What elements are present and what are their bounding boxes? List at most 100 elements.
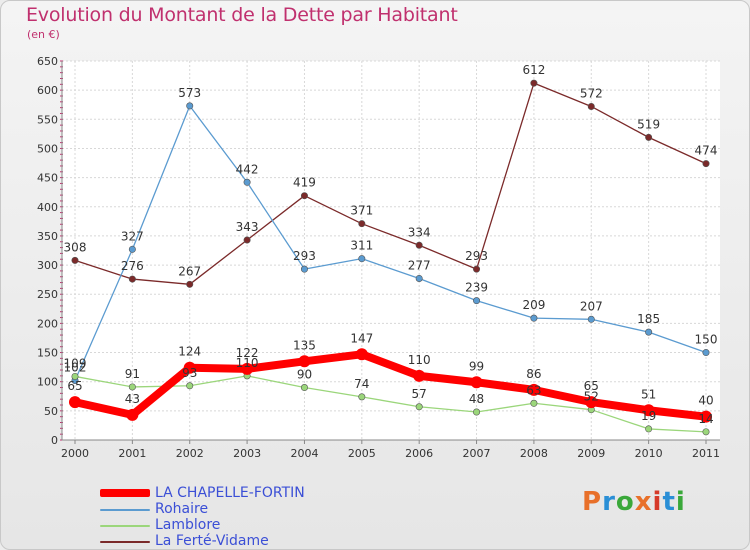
data-point: [530, 399, 538, 407]
data-point: [186, 102, 194, 110]
data-point: [642, 404, 655, 417]
data-label: 65: [67, 379, 82, 393]
y-tick-label: 200: [37, 317, 58, 330]
data-label: 86: [526, 367, 541, 381]
data-point: [530, 79, 538, 87]
data-point: [645, 328, 653, 336]
data-label: 293: [293, 249, 316, 263]
data-point: [530, 314, 538, 322]
data-point: [243, 236, 251, 244]
data-label: 65: [584, 379, 599, 393]
data-point: [355, 348, 368, 361]
x-tick-label: 2004: [290, 447, 318, 460]
data-label: 51: [641, 387, 656, 401]
x-tick-label: 2007: [463, 447, 491, 460]
y-tick-label: 100: [37, 376, 58, 389]
y-tick-label: 500: [37, 142, 58, 155]
y-tick-label: 550: [37, 113, 58, 126]
data-point: [300, 265, 308, 273]
data-point: [243, 178, 251, 186]
y-tick-label: 50: [44, 405, 58, 418]
data-point: [527, 383, 540, 396]
logo-letter: o: [615, 487, 635, 517]
y-tick-label: 150: [37, 347, 58, 360]
data-label: 109: [64, 356, 87, 370]
data-label: 276: [121, 259, 144, 273]
data-label: 308: [64, 240, 87, 254]
data-labels: 308 276 267 343 419 371 334 293 612 572 519 474 102 3…: [64, 63, 718, 426]
data-point: [186, 382, 194, 390]
data-point: [473, 265, 481, 273]
x-tick-label: 2011: [692, 447, 720, 460]
data-label: 327: [121, 229, 144, 243]
data-point: [700, 410, 712, 423]
legend-label: La Ferté-Vidame: [155, 533, 269, 549]
data-point: [71, 256, 79, 264]
data-point: [645, 425, 653, 433]
data-label: 185: [637, 312, 660, 326]
legend-swatch: [100, 509, 150, 511]
logo-letter: i: [652, 487, 663, 517]
legend-swatch: [100, 489, 150, 497]
data-point: [241, 362, 254, 375]
data-label: 122: [236, 346, 259, 360]
data-label: 207: [580, 299, 603, 313]
data-point: [585, 396, 598, 409]
series-line: [74, 375, 707, 433]
data-label: 293: [465, 249, 488, 263]
x-tick-label: 2002: [176, 447, 204, 460]
data-point: [470, 376, 483, 389]
x-tick-label: 2003: [233, 447, 261, 460]
data-label: 93: [182, 366, 197, 380]
logo-letter: P: [582, 487, 603, 517]
y-tick-label: 300: [37, 259, 58, 272]
data-label: 147: [350, 331, 373, 345]
data-point: [702, 349, 710, 357]
data-point: [358, 255, 366, 263]
legend-swatch: [100, 541, 150, 543]
data-label: 442: [236, 162, 259, 176]
x-tick-label: 2008: [520, 447, 548, 460]
data-label: 150: [695, 333, 718, 347]
data-label: 267: [178, 264, 201, 278]
series-line: [74, 105, 707, 381]
x-tick-label: 2000: [61, 447, 89, 460]
data-point: [413, 369, 426, 382]
series-line: [74, 350, 707, 421]
data-label: 419: [293, 176, 316, 190]
data-label: 14: [698, 412, 713, 426]
data-point: [128, 275, 136, 283]
data-label: 19: [641, 409, 656, 423]
data-point: [415, 274, 423, 282]
data-point: [128, 245, 136, 253]
legend-swatch: [100, 525, 150, 527]
data-point: [300, 384, 308, 392]
data-point: [69, 396, 81, 409]
y-tick-label: 250: [37, 288, 58, 301]
x-tick-label: 2006: [405, 447, 433, 460]
chart-title: Evolution du Montant de la Dette par Hab…: [26, 4, 458, 26]
data-label: 519: [637, 117, 660, 131]
y-tick-label: 400: [37, 201, 58, 214]
data-label: 277: [408, 258, 431, 272]
data-label: 334: [408, 225, 431, 239]
data-label: 209: [522, 298, 545, 312]
data-label: 572: [580, 86, 603, 100]
data-label: 91: [125, 367, 140, 381]
chart-subtitle: (en €): [27, 28, 60, 41]
data-label: 239: [465, 281, 488, 295]
data-label: 52: [584, 390, 599, 404]
data-point: [186, 280, 194, 288]
data-point: [702, 160, 710, 168]
y-tick-label: 0: [51, 434, 58, 447]
data-point: [645, 133, 653, 141]
x-tick-label: 2005: [348, 447, 376, 460]
data-point: [300, 192, 308, 200]
x-tick-label: 2010: [635, 447, 663, 460]
y-tick-label: 600: [37, 84, 58, 97]
data-label: 74: [354, 377, 369, 391]
data-point: [415, 241, 423, 249]
series-line: [74, 82, 707, 285]
data-point: [183, 361, 196, 374]
